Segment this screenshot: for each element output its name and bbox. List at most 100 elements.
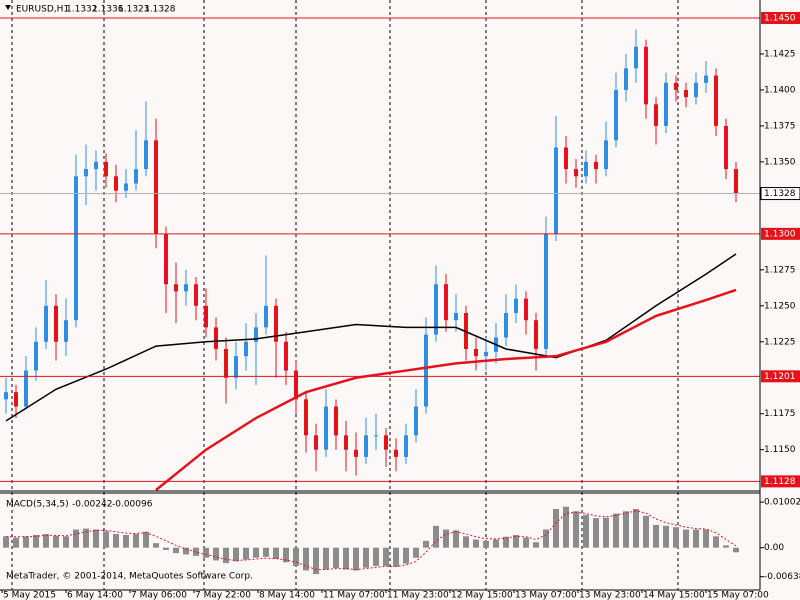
y-tick-label: 1.1400 xyxy=(764,85,796,95)
candle-body xyxy=(374,435,378,437)
level-label: 1.1201 xyxy=(764,372,796,382)
candle-body xyxy=(694,82,698,98)
macd-bar xyxy=(123,534,129,548)
macd-bar xyxy=(593,518,599,548)
candle-body xyxy=(324,406,328,450)
macd-bar xyxy=(493,539,499,548)
candle-body xyxy=(564,147,568,170)
y-tick-label: 1.1175 xyxy=(764,409,796,419)
candle-body xyxy=(214,327,218,349)
candle-body xyxy=(704,75,708,83)
x-tick-label: 15 May 07:00 xyxy=(707,591,769,600)
macd-bar xyxy=(83,528,89,548)
macd-bar xyxy=(43,534,49,548)
macd-bar xyxy=(323,547,329,570)
x-tick-label: 13 May 23:00 xyxy=(579,591,641,600)
macd-bar xyxy=(483,540,489,548)
macd-bar xyxy=(683,529,689,548)
macd-bar xyxy=(33,534,39,548)
candle-body xyxy=(44,305,48,342)
level-label: 1.1450 xyxy=(764,13,796,23)
candle-body xyxy=(734,169,738,194)
candle-body xyxy=(4,392,8,400)
macd-bar xyxy=(233,547,239,562)
candle-body xyxy=(314,435,318,450)
candle-body xyxy=(414,406,418,436)
macd-bar xyxy=(603,517,609,548)
candle-body xyxy=(194,284,198,306)
candle-body xyxy=(394,449,398,457)
macd-bar xyxy=(173,547,179,554)
period-separators xyxy=(11,0,679,590)
candle-body xyxy=(634,46,638,69)
macd-bar xyxy=(23,536,29,548)
candle-body xyxy=(604,140,608,170)
macd-tick-label: 0.01002 xyxy=(764,498,800,508)
candle-body xyxy=(474,348,478,357)
macd-bar xyxy=(393,547,399,567)
macd-bar xyxy=(53,535,59,548)
quote-high: 1.1336 xyxy=(92,5,124,15)
candle-body xyxy=(234,356,238,378)
candle-body xyxy=(94,161,98,170)
macd-bar xyxy=(573,511,579,548)
macd-bar xyxy=(163,547,169,550)
macd-bar xyxy=(693,529,699,548)
y-tick-label: 1.1250 xyxy=(764,301,796,311)
macd-bar xyxy=(553,509,559,548)
macd-bar xyxy=(523,537,529,548)
candle-body xyxy=(294,370,298,400)
macd-bar xyxy=(313,547,319,575)
macd-bar xyxy=(343,547,349,570)
macd-bar xyxy=(113,534,119,548)
candle-body xyxy=(514,298,518,313)
candle-body xyxy=(144,140,148,170)
candle-body xyxy=(254,327,258,342)
macd-bar xyxy=(373,547,379,566)
level-label-box xyxy=(761,11,800,24)
candle-body xyxy=(614,89,618,141)
footer: MetaTrader, © 2001-2014, MetaQuotes Soft… xyxy=(6,572,253,582)
level-label-box xyxy=(761,475,800,488)
candle-body xyxy=(274,305,278,342)
candle-body xyxy=(624,68,628,90)
menu-triangle[interactable] xyxy=(5,5,11,10)
macd-bar xyxy=(153,543,159,548)
macd-bar xyxy=(93,529,99,548)
last-price-box xyxy=(760,187,800,201)
macd-bar xyxy=(673,527,679,548)
macd-bar xyxy=(633,509,639,548)
macd-bar xyxy=(133,534,139,548)
candle-body xyxy=(174,284,178,292)
y-tick-label: 1.1275 xyxy=(764,265,796,275)
candle-body xyxy=(104,161,108,177)
x-tick-label: 6 May 14:00 xyxy=(67,591,123,600)
y-tick-label: 1.1150 xyxy=(764,445,796,455)
macd-bar xyxy=(653,524,659,548)
macd-bar xyxy=(333,547,339,569)
macd-bar xyxy=(403,547,409,564)
macd-bar xyxy=(383,547,389,566)
candle-body xyxy=(364,435,368,457)
macd-bar xyxy=(723,545,729,548)
macd-bar xyxy=(613,513,619,548)
candle-body xyxy=(504,312,508,338)
x-tick-label: 7 May 22:00 xyxy=(195,591,251,600)
candle-body xyxy=(54,305,58,342)
macd-bar xyxy=(353,547,359,571)
x-tick-label: 11 May 23:00 xyxy=(387,591,449,600)
macd-bar xyxy=(463,536,469,548)
level-label: 1.1128 xyxy=(764,477,796,487)
macd-bar xyxy=(63,536,69,548)
y-tick-label: 1.1375 xyxy=(764,121,796,131)
candle-body xyxy=(534,320,538,349)
macd-bar xyxy=(543,529,549,548)
macd-tick-label: 0.00 xyxy=(764,543,784,553)
macd-bar xyxy=(3,536,9,548)
candle-body xyxy=(384,435,388,450)
x-tick-label: 11 May 07:00 xyxy=(323,591,385,600)
macd-bar xyxy=(433,525,439,548)
candle-body xyxy=(524,298,528,321)
x-tick-label: 8 May 14:00 xyxy=(259,591,315,600)
